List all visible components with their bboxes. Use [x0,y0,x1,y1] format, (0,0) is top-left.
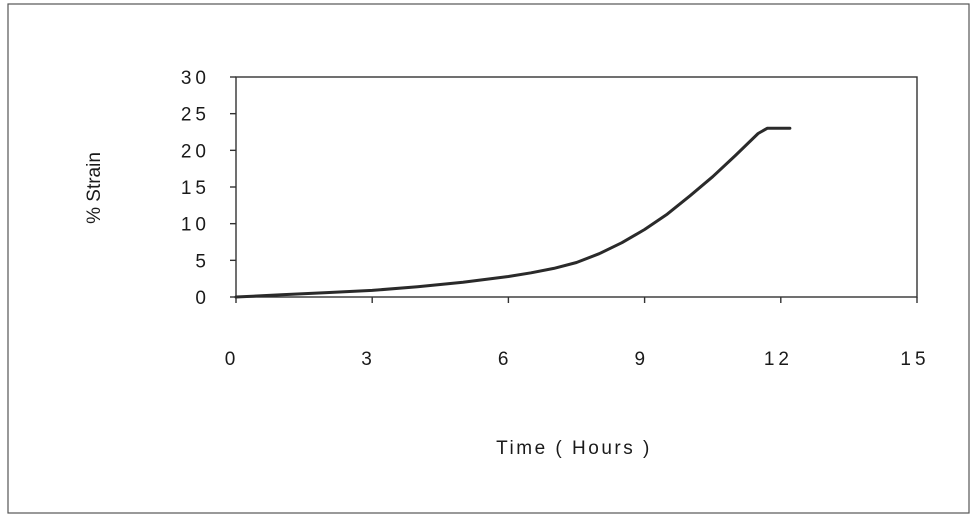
y-axis-ticks [230,76,236,298]
series-layer [234,126,792,299]
y-tick-label: 0 [195,288,210,309]
x-axis-ticks [235,297,918,303]
y-tick-label: 30 [181,68,210,89]
x-axis-title: Time ( Hours ) [496,438,652,459]
x-tick-label: 12 [764,349,793,370]
x-tick-label: 9 [635,349,650,370]
y-tick-label: 5 [195,251,210,272]
x-axis-tick-labels: 0 3 6 9 12 15 [225,349,929,370]
x-tick-label: 6 [498,349,513,370]
x-tick-label: 15 [900,349,929,370]
chart-frame [7,3,970,514]
y-axis-tick-labels: 0 5 10 15 20 25 30 [181,68,210,309]
y-axis-title: % Strain [84,152,105,224]
x-tick-label: 0 [225,349,240,370]
series-line-0 [234,126,792,299]
y-tick-label: 20 [181,141,210,162]
x-tick-label: 3 [361,349,376,370]
y-tick-label: 10 [181,215,210,236]
y-tick-label: 15 [181,178,210,199]
y-tick-label: 25 [181,105,210,126]
